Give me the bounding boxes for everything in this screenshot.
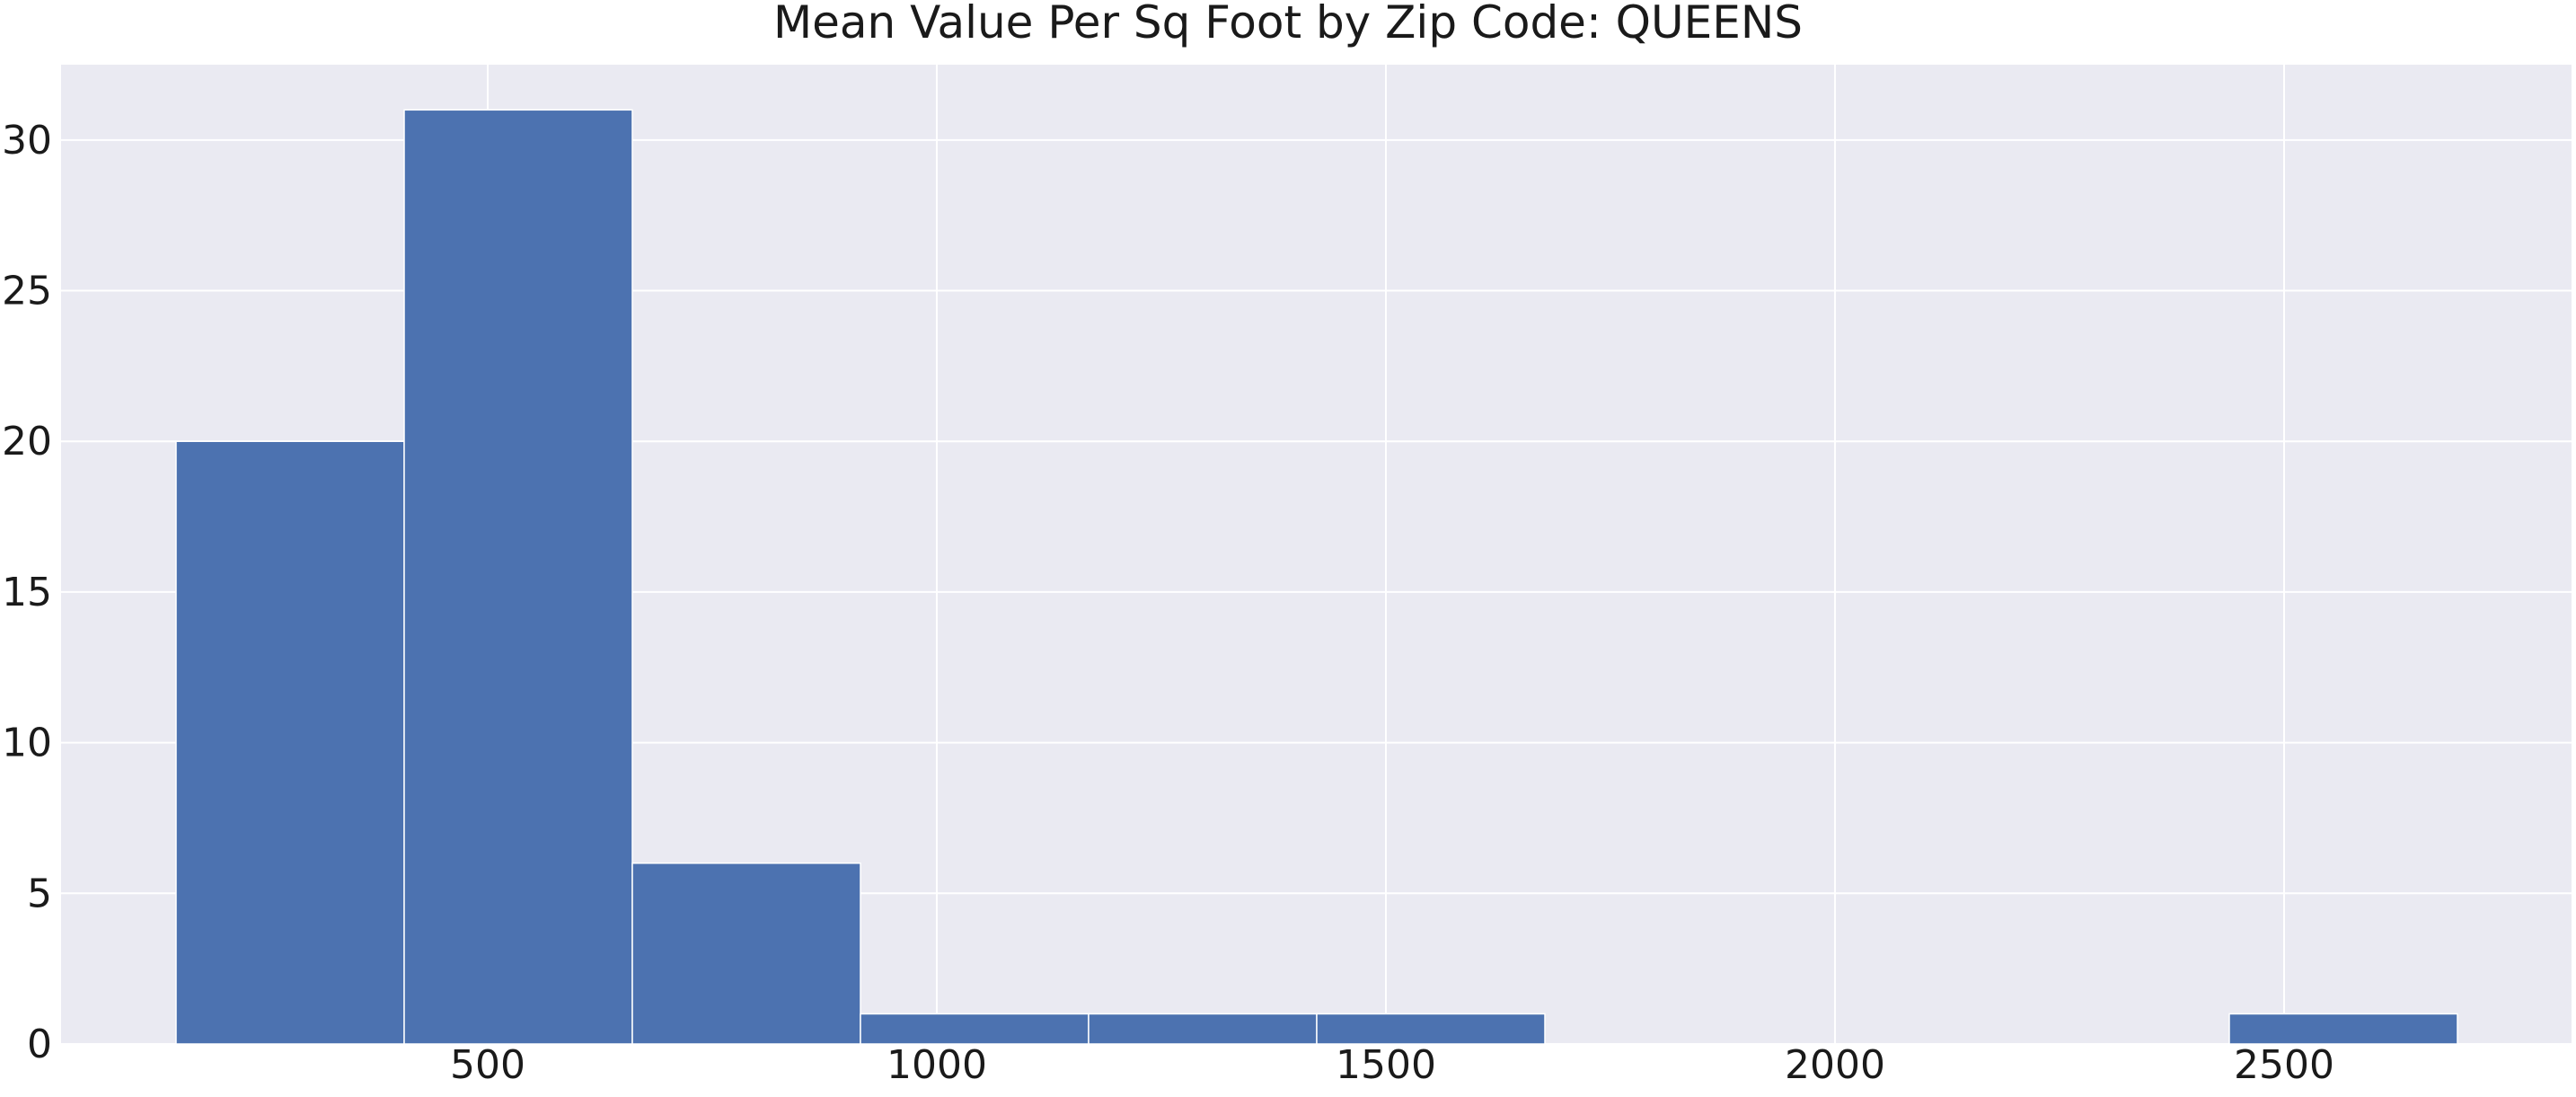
histogram-bar-2 bbox=[631, 863, 861, 1045]
y-tick-label-4: 20 bbox=[2, 419, 52, 464]
x-tick-label-4: 2500 bbox=[2234, 1042, 2334, 1088]
histogram-bar-0 bbox=[175, 440, 405, 1045]
y-tick-label-3: 15 bbox=[2, 570, 52, 615]
y-tick-label-1: 5 bbox=[27, 871, 52, 916]
histogram-bar-5 bbox=[1316, 1013, 1546, 1045]
histogram-bar-1 bbox=[403, 109, 633, 1045]
bars bbox=[175, 109, 2458, 1045]
x-tick-label-0: 500 bbox=[450, 1042, 525, 1088]
y-tick-label-6: 30 bbox=[2, 118, 52, 164]
histogram-bar-3 bbox=[860, 1013, 1090, 1045]
x-tick-label-3: 2000 bbox=[1785, 1042, 1885, 1088]
histogram-bar-9 bbox=[2228, 1013, 2458, 1045]
x-tick-label-2: 1500 bbox=[1336, 1042, 1436, 1088]
chart-title: Mean Value Per Sq Foot by Zip Code: QUEE… bbox=[773, 0, 1803, 49]
y-axis-ticks: 0 5 10 15 20 25 30 bbox=[2, 118, 52, 1067]
y-tick-label-2: 10 bbox=[2, 721, 52, 766]
x-tick-label-1: 1000 bbox=[887, 1042, 987, 1088]
histogram-bar-4 bbox=[1088, 1013, 1318, 1045]
y-tick-label-0: 0 bbox=[27, 1022, 52, 1067]
y-tick-label-5: 25 bbox=[2, 269, 52, 314]
x-axis-ticks: 500 1000 1500 2000 2500 bbox=[450, 1042, 2334, 1088]
